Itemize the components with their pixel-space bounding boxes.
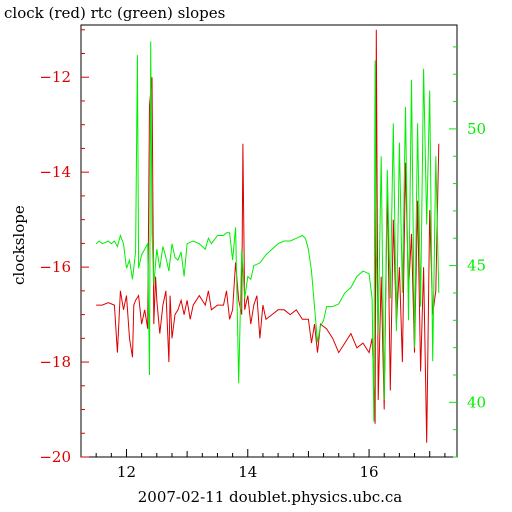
x-tick-label: 12 [117, 463, 136, 481]
y-axis-label: clockslope [10, 205, 28, 285]
series-line-clock [96, 29, 440, 443]
x-tick-label: 16 [360, 463, 379, 481]
chart-title: clock (red) rtc (green) slopes [4, 4, 225, 22]
left-tick-label: −14 [39, 163, 71, 181]
x-axis-label: 2007-02-11 doublet.physics.ubc.ca [138, 488, 403, 506]
right-tick-label: 50 [467, 120, 486, 138]
right-tick-label: 40 [467, 393, 486, 411]
right-tick-label: 45 [467, 257, 486, 275]
left-tick-label: −16 [39, 258, 71, 276]
left-tick-label: −18 [39, 353, 71, 371]
left-axis: −12 −14 −16 −18 −20 [39, 29, 89, 466]
bottom-axis: 12 14 16 [95, 449, 446, 481]
series-line-rtc [95, 41, 440, 422]
series-layer [95, 29, 440, 443]
x-tick-label: 14 [238, 463, 257, 481]
plot-frame [80, 24, 458, 458]
left-tick-label: −20 [39, 448, 71, 466]
right-axis: 50 45 40 [449, 46, 486, 458]
left-tick-label: −12 [39, 68, 71, 86]
